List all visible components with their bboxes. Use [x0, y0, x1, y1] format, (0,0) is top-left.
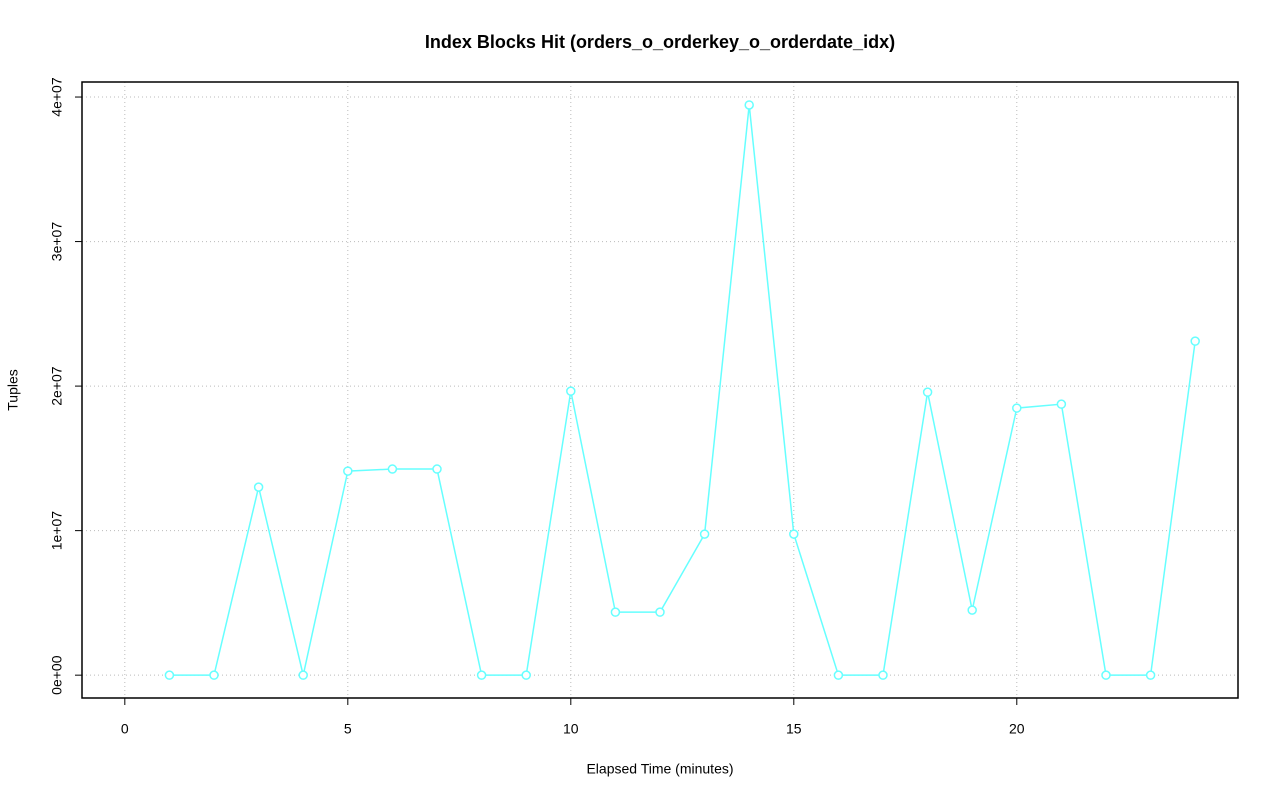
data-point	[1145, 670, 1156, 680]
plot-frame	[81, 81, 1239, 699]
data-point	[164, 670, 175, 680]
data-point	[610, 607, 621, 617]
data-point	[253, 482, 264, 492]
y-axis-label: Tuples	[5, 369, 21, 411]
x-tick-label: 15	[786, 721, 802, 737]
data-point	[1056, 399, 1067, 409]
y-tick-label: 3e+07	[49, 222, 65, 262]
x-axis-label: Elapsed Time (minutes)	[586, 761, 733, 777]
data-line	[169, 104, 1196, 676]
y-tick-label: 4e+07	[49, 77, 65, 117]
data-point	[967, 605, 977, 615]
y-tick-label: 2e+07	[49, 366, 65, 406]
data-point	[209, 670, 219, 680]
data-point	[521, 670, 531, 680]
data-point	[878, 670, 888, 680]
data-point	[699, 529, 710, 539]
x-tick-label: 0	[121, 721, 129, 737]
x-tick-label: 10	[563, 721, 579, 737]
x-tick-label: 5	[344, 721, 352, 737]
data-point	[387, 464, 398, 474]
data-point	[655, 607, 665, 617]
y-tick-label: 1e+07	[49, 511, 65, 551]
y-tick-label: 0e+00	[49, 655, 65, 695]
x-tick-label: 20	[1009, 721, 1025, 737]
chart-title: Index Blocks Hit (orders_o_orderkey_o_or…	[425, 32, 895, 52]
data-point	[476, 670, 487, 680]
data-point	[833, 670, 844, 680]
data-point	[432, 464, 442, 474]
data-point	[1101, 670, 1111, 680]
data-point	[566, 386, 576, 396]
data-point	[298, 670, 308, 680]
data-point	[789, 529, 799, 539]
data-point	[744, 100, 754, 110]
data-point	[922, 387, 933, 397]
data-point	[1012, 403, 1022, 413]
data-point	[343, 466, 353, 476]
data-point	[1190, 336, 1200, 346]
